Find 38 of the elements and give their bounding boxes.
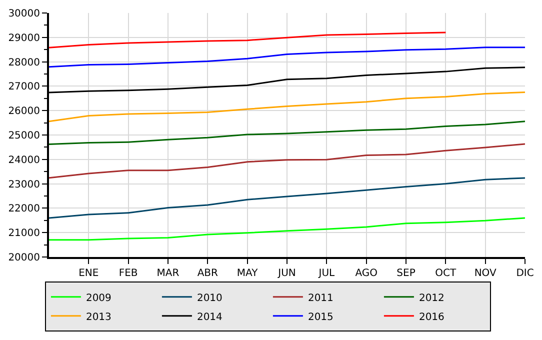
y-tick-label: 23000 — [8, 179, 40, 190]
x-tick-label: FEB — [118, 268, 138, 279]
legend-label: 2016 — [418, 312, 444, 323]
line-series — [49, 177, 525, 219]
y-tick-label: 20000 — [8, 252, 40, 264]
y-tick-label: 22000 — [8, 204, 40, 215]
line-series — [49, 143, 525, 179]
x-tick-label: MAR — [156, 268, 180, 279]
line-series — [49, 120, 525, 146]
x-tick-label: JUN — [277, 268, 296, 279]
x-tick-label: SEP — [396, 268, 416, 279]
y-tick-label: 24000 — [8, 154, 40, 166]
line-series — [49, 92, 525, 122]
x-tick-label: OCT — [435, 268, 458, 279]
x-tick-label: DIC — [516, 268, 534, 279]
legend-label: 2011 — [308, 292, 334, 304]
line-series — [49, 32, 446, 48]
x-tick-label: AGO — [355, 268, 378, 279]
y-tick-label: 27000 — [8, 82, 40, 93]
y-tick-label: 28000 — [8, 57, 40, 68]
y-tick-label: 30000 — [8, 8, 40, 20]
legend-label: 2014 — [196, 312, 222, 323]
legend-label: 2013 — [86, 312, 112, 323]
y-tick-label: 29000 — [8, 32, 40, 44]
x-tick-label: NOV — [474, 268, 496, 279]
legend-label: 2009 — [86, 292, 112, 304]
x-tick-label: ABR — [197, 268, 218, 279]
line-series — [49, 217, 525, 241]
legend-label: 2015 — [308, 312, 334, 323]
x-tick-label: ENE — [78, 268, 99, 279]
legend-label: 2010 — [196, 292, 222, 304]
legend-label: 2012 — [418, 292, 444, 304]
x-tick-label: MAY — [236, 268, 259, 279]
x-tick-label: JUL — [318, 268, 336, 279]
y-tick-label: 25000 — [8, 130, 40, 142]
line-series — [49, 46, 525, 68]
y-tick-label: 26000 — [8, 106, 40, 118]
y-tick-label: 21000 — [8, 228, 40, 240]
